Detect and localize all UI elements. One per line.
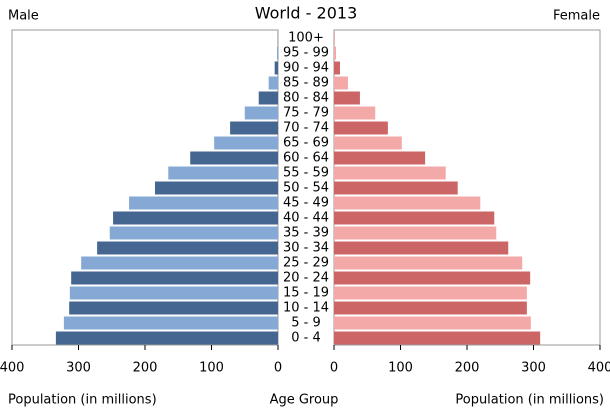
age-label: 70 - 74	[283, 121, 329, 136]
bar	[334, 106, 376, 120]
age-label: 85 - 89	[283, 76, 329, 91]
bar	[334, 211, 495, 225]
bar	[334, 46, 336, 60]
x-tick-label: 0	[274, 361, 282, 376]
bar	[334, 61, 340, 75]
bar	[109, 226, 278, 240]
age-label: 30 - 34	[283, 241, 329, 256]
bar	[277, 46, 278, 60]
bar	[55, 331, 278, 345]
age-label: 20 - 24	[283, 271, 329, 286]
bar	[334, 301, 527, 315]
bar	[81, 256, 278, 270]
age-label: 65 - 69	[283, 136, 329, 151]
x-tick-label: 300	[66, 361, 91, 376]
age-label: 50 - 54	[283, 181, 329, 196]
age-label: 25 - 29	[283, 256, 329, 271]
bar	[334, 241, 509, 255]
x-tick-label: 100	[199, 361, 224, 376]
bar	[334, 136, 402, 150]
x-tick-label: 200	[455, 361, 480, 376]
bar	[334, 91, 360, 105]
age-label: 15 - 19	[283, 286, 329, 301]
age-label: 10 - 14	[283, 301, 329, 316]
x-axis-label: Population (in millions)	[8, 393, 157, 408]
x-tick-label: 400	[0, 361, 24, 376]
bar	[258, 91, 278, 105]
age-label: 95 - 99	[283, 46, 329, 61]
bar	[168, 166, 278, 180]
bar	[190, 151, 278, 165]
age-label: 35 - 39	[283, 226, 329, 241]
age-label: 55 - 59	[283, 166, 329, 181]
left-label: Male	[8, 9, 39, 24]
chart-title: World - 2013	[255, 4, 358, 23]
bar	[244, 106, 278, 120]
bar	[97, 241, 279, 255]
x-tick-label: 100	[388, 361, 413, 376]
age-label: 60 - 64	[283, 151, 329, 166]
bar	[69, 286, 278, 300]
age-label: 45 - 49	[283, 196, 329, 211]
bar	[230, 121, 278, 135]
age-label: 90 - 94	[283, 61, 329, 76]
bar	[334, 331, 541, 345]
age-label: 100+	[288, 31, 324, 46]
bar	[71, 271, 278, 285]
bar	[334, 256, 523, 270]
bar	[334, 286, 527, 300]
x-tick-label: 400	[588, 361, 610, 376]
bar	[334, 271, 531, 285]
bar	[129, 196, 278, 210]
bar	[334, 316, 531, 330]
center-label: Age Group	[270, 393, 339, 408]
bar	[334, 226, 497, 240]
bar	[214, 136, 278, 150]
x-tick-label: 200	[133, 361, 158, 376]
bar	[274, 61, 278, 75]
bar	[63, 316, 279, 330]
bar	[154, 181, 278, 195]
age-label: 0 - 4	[291, 331, 321, 346]
age-label: 75 - 79	[283, 106, 329, 121]
age-label: 80 - 84	[283, 91, 329, 106]
bar	[69, 301, 278, 315]
bar	[334, 166, 446, 180]
right-label: Female	[553, 9, 600, 24]
bar	[334, 121, 388, 135]
bar	[334, 196, 481, 210]
bar	[113, 211, 278, 225]
x-axis-label: Population (in millions)	[455, 393, 604, 408]
bar	[334, 181, 458, 195]
bar	[268, 76, 278, 90]
age-label: 5 - 9	[291, 316, 321, 331]
age-label: 40 - 44	[283, 211, 329, 226]
bar	[334, 151, 426, 165]
x-tick-label: 0	[330, 361, 338, 376]
bar	[334, 76, 348, 90]
x-tick-label: 300	[521, 361, 546, 376]
